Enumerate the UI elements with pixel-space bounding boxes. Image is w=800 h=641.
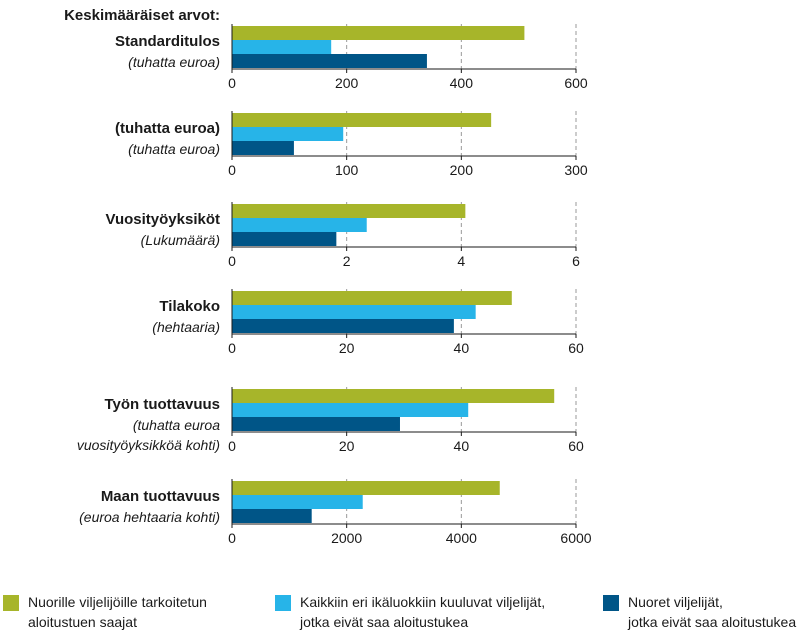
- bar: [232, 389, 555, 403]
- legend-label: jotka eivät saa aloitustukea: [299, 614, 468, 630]
- legend-swatch: [275, 595, 291, 611]
- panel-title: Työn tuottavuus: [104, 396, 220, 413]
- bar: [232, 26, 525, 40]
- tick-label: 4: [457, 253, 465, 269]
- tick-label: 60: [568, 438, 584, 454]
- chart-heading: Keskimääräiset arvot:: [64, 7, 220, 24]
- bar: [232, 495, 363, 509]
- legend-label: jotka eivät saa aloitustukea: [627, 614, 796, 630]
- bar: [232, 291, 512, 305]
- tick-label: 60: [568, 340, 584, 356]
- tick-label: 20: [339, 438, 355, 454]
- legend-label: Kaikkiin eri ikäluokkiin kuuluvat viljel…: [300, 594, 545, 610]
- tick-label: 6: [572, 253, 580, 269]
- tick-label: 40: [454, 438, 470, 454]
- bar: [232, 319, 454, 333]
- tick-label: 0: [228, 162, 236, 178]
- bar: [232, 232, 337, 246]
- bar: [232, 305, 476, 319]
- bar: [232, 141, 294, 155]
- bar: [232, 204, 466, 218]
- legend-label: aloitustuen saajat: [28, 614, 137, 630]
- tick-label: 0: [228, 75, 236, 91]
- panel-subtitle: (euroa hehtaaria kohti): [79, 509, 220, 525]
- tick-label: 6000: [560, 530, 591, 546]
- bar: [232, 403, 469, 417]
- bar: [232, 40, 332, 54]
- tick-label: 200: [335, 75, 359, 91]
- bar: [232, 54, 427, 68]
- tick-label: 0: [228, 340, 236, 356]
- tick-label: 300: [564, 162, 588, 178]
- panel-subtitle: (tuhatta euroa): [128, 141, 220, 157]
- tick-label: 0: [228, 253, 236, 269]
- tick-label: 200: [450, 162, 474, 178]
- panel-title: Maan tuottavuus: [101, 488, 220, 505]
- panel-title: Standarditulos: [115, 33, 220, 50]
- bar: [232, 509, 312, 523]
- legend-label: Nuoret viljelijät,: [628, 594, 723, 610]
- panel-title: (tuhatta euroa): [115, 120, 220, 137]
- panel-subtitle: vuosityöyksikköä kohti): [77, 437, 220, 453]
- bar: [232, 481, 500, 495]
- tick-label: 20: [339, 340, 355, 356]
- tick-label: 100: [335, 162, 359, 178]
- tick-label: 2: [343, 253, 351, 269]
- bar: [232, 218, 367, 232]
- bar: [232, 113, 492, 127]
- tick-label: 0: [228, 438, 236, 454]
- panel-subtitle: (hehtaaria): [152, 319, 220, 335]
- bar: [232, 417, 400, 431]
- panel-title: Tilakoko: [159, 298, 220, 315]
- panel-subtitle: (Lukumäärä): [141, 232, 220, 248]
- panel-subtitle: (tuhatta euroa): [128, 54, 220, 70]
- tick-label: 0: [228, 530, 236, 546]
- legend-swatch: [3, 595, 19, 611]
- tick-label: 4000: [446, 530, 477, 546]
- tick-label: 40: [454, 340, 470, 356]
- panel-subtitle: (tuhatta euroa: [133, 417, 220, 433]
- tick-label: 400: [450, 75, 474, 91]
- tick-label: 600: [564, 75, 588, 91]
- tick-label: 2000: [331, 530, 362, 546]
- panel-title: Vuosityöyksiköt: [106, 211, 220, 228]
- bar: [232, 127, 344, 141]
- legend-swatch: [603, 595, 619, 611]
- legend-label: Nuorille viljelijöille tarkoitetun: [28, 594, 207, 610]
